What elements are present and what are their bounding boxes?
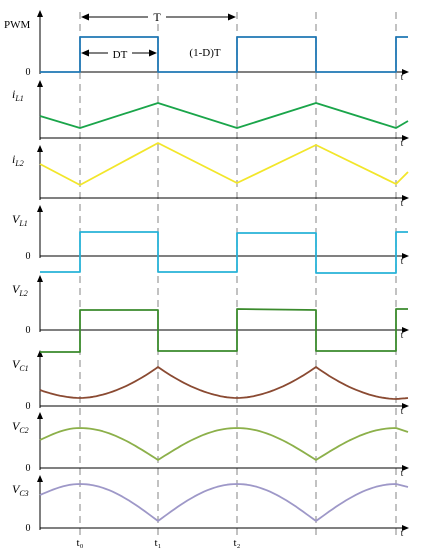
- panel-vc1-y-arrowhead: [37, 350, 43, 357]
- period-T-arrowhead-left: [81, 13, 89, 21]
- period-T-arrowhead-right: [228, 13, 236, 21]
- panel-vc2-zero-label: 0: [26, 463, 31, 474]
- panel-vc1-zero-label: 0: [26, 401, 31, 412]
- panel-vl1-y-arrowhead: [37, 205, 43, 212]
- panel-vl1-x-arrowhead: [402, 253, 409, 259]
- vc2-waveform: [39, 427, 409, 461]
- panel-il2: iL2 t: [12, 145, 409, 208]
- panel-vc3: VC3 0 t: [12, 475, 409, 538]
- panel-vc1-t-label: t: [401, 406, 404, 416]
- vc3-waveform: [39, 483, 409, 522]
- panel-vc2: VC2 0 t: [12, 412, 409, 478]
- panel-vl1-t-label: t: [401, 256, 404, 266]
- period-T-label-bg: [148, 8, 166, 24]
- panel-il1: iL1 t: [12, 80, 409, 148]
- vc1-waveform: [39, 366, 409, 400]
- panel-pwm-x-arrowhead: [402, 69, 409, 75]
- panel-vl1: VL1 0 t: [12, 205, 409, 266]
- time-marker-lines: [79, 12, 397, 535]
- panel-vl2-zero-label: 0: [26, 325, 31, 336]
- panel-vl2: VL2 0 t: [12, 275, 409, 340]
- panel-vc2-t-label: t: [401, 468, 404, 478]
- panel-vl2-name-label: VL2: [12, 282, 28, 298]
- time-marker-labels: t₀ t₁ t₂: [77, 537, 241, 549]
- panel-il1-t-label: t: [401, 138, 404, 148]
- panel-vc3-y-arrowhead: [37, 475, 43, 482]
- panel-vc2-name-label: VC2: [12, 419, 29, 435]
- panel-vc3-zero-label: 0: [26, 523, 31, 534]
- duty-DT-arrowhead-left: [81, 49, 89, 57]
- panel-il2-name-label: iL2: [12, 152, 24, 168]
- period-T-label: T: [153, 10, 161, 24]
- panel-il2-t-label: t: [401, 198, 404, 208]
- panel-il1-x-arrowhead: [402, 135, 409, 141]
- panel-vl1-name-label: VL1: [12, 212, 28, 228]
- panel-vl2-x-arrowhead: [402, 327, 409, 333]
- vl1-waveform: [40, 231, 408, 274]
- t1-label: t₁: [155, 537, 162, 549]
- duty-DT-label-bg: [108, 45, 132, 61]
- waveform-traces: [39, 36, 409, 522]
- panel-vl1-zero-label: 0: [26, 251, 31, 262]
- panel-pwm-t-label: t: [401, 72, 404, 82]
- panel-vl2-t-label: t: [401, 330, 404, 340]
- panel-vc3-x-arrowhead: [402, 525, 409, 531]
- il2-waveform: [39, 142, 409, 186]
- t2-label: t₂: [234, 537, 241, 549]
- pwm-waveform: [40, 36, 408, 73]
- panel-pwm-y-arrowhead: [37, 10, 43, 17]
- t0-label: t₀: [77, 537, 84, 549]
- panel-vc2-x-arrowhead: [402, 465, 409, 471]
- panel-il1-y-arrowhead: [37, 80, 43, 87]
- period-annotations: T DT (1-D)T: [81, 8, 236, 61]
- panel-vc1-x-arrowhead: [402, 403, 409, 409]
- panel-vc3-name-label: VC3: [12, 482, 29, 498]
- waveform-panels: PWM 0 t iL1 t iL2 t VL1 0 t VL2 0 t VC1 0 t VC2 0 t VC3 0 t: [4, 10, 409, 538]
- panel-vc3-t-label: t: [401, 528, 404, 538]
- panel-pwm-name-label: PWM: [4, 19, 31, 31]
- il1-waveform: [39, 102, 409, 129]
- vl2-waveform: [40, 308, 408, 353]
- panel-vc2-y-arrowhead: [37, 412, 43, 419]
- panel-vl2-y-arrowhead: [37, 275, 43, 282]
- off-time-label: (1-D)T: [189, 47, 220, 59]
- panel-pwm-zero-label: 0: [26, 67, 31, 78]
- panel-il2-y-arrowhead: [37, 145, 43, 152]
- panel-vc1-name-label: VC1: [12, 357, 29, 373]
- panel-il2-x-arrowhead: [402, 195, 409, 201]
- duty-DT-arrowhead-right: [149, 49, 157, 57]
- panel-il1-name-label: iL1: [12, 87, 24, 103]
- panel-vc1: VC1 0 t: [12, 350, 409, 416]
- duty-DT-label: DT: [113, 49, 128, 61]
